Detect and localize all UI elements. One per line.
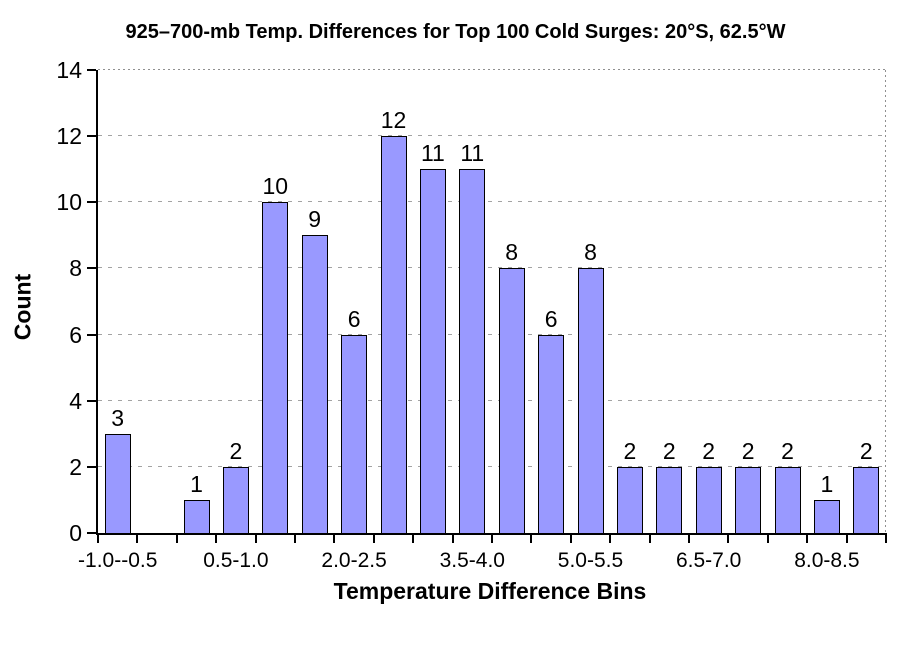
bar-value-label-12: 8 bbox=[584, 239, 597, 266]
x-tick-label-3: 3.5-4.0 bbox=[439, 549, 505, 572]
x-tick-19 bbox=[845, 533, 848, 543]
y-tick-label-10: 10 bbox=[56, 189, 82, 216]
x-axis-title: Temperature Difference Bins bbox=[333, 578, 647, 604]
bar-bin-16 bbox=[735, 466, 762, 533]
x-tick-label-6: 8.0-8.5 bbox=[794, 549, 860, 572]
bar-bin-4 bbox=[262, 202, 289, 533]
bar-value-label-0: 3 bbox=[111, 404, 125, 431]
plot-right-border bbox=[885, 70, 886, 533]
y-gridline-2 bbox=[98, 465, 886, 467]
bar-bin-17 bbox=[774, 466, 801, 533]
x-tick-label-0: -1.0--0.5 bbox=[78, 549, 158, 572]
x-tick-label-5: 6.5-7.0 bbox=[675, 549, 742, 572]
bar-bin-10 bbox=[498, 268, 525, 533]
bar-value-label-3: 2 bbox=[229, 437, 243, 464]
y-tick-8 bbox=[87, 267, 96, 270]
bar-value-label-2: 1 bbox=[190, 470, 203, 497]
x-tick-10 bbox=[491, 533, 493, 543]
bar-bin-11 bbox=[538, 334, 565, 533]
x-tick-4 bbox=[254, 533, 257, 543]
bar-value-label-16: 2 bbox=[741, 437, 755, 464]
bar-value-label-11: 6 bbox=[544, 305, 558, 332]
x-tick-1 bbox=[136, 533, 139, 543]
x-tick-7 bbox=[372, 533, 375, 543]
bar-value-label-8: 11 bbox=[420, 140, 445, 167]
y-tick-12 bbox=[87, 135, 96, 138]
y-tick-0 bbox=[87, 532, 96, 534]
bar-value-label-14: 2 bbox=[662, 437, 676, 464]
y-tick-label-2: 2 bbox=[69, 453, 82, 480]
x-tick-16 bbox=[727, 533, 730, 543]
x-tick-9 bbox=[451, 533, 454, 543]
x-tick-8 bbox=[412, 533, 415, 543]
x-tick-3 bbox=[215, 533, 218, 543]
x-tick-14 bbox=[648, 533, 651, 543]
x-tick-label-4: 5.0-5.5 bbox=[557, 549, 624, 572]
x-tick-12 bbox=[569, 533, 572, 543]
bar-bin-14 bbox=[656, 466, 683, 533]
bar-value-label-17: 2 bbox=[781, 437, 794, 464]
plot-area: 0 2 4 6 8 10 12 14 3 1 2 10 9 6 12 11 11 8 6 8 2 2 2 2 2 1 2 -1.0--… bbox=[56, 58, 887, 572]
x-tick-label-1: 0.5-1.0 bbox=[203, 549, 269, 572]
bar-bin-13 bbox=[616, 466, 643, 533]
bar-value-label-18: 1 bbox=[820, 470, 834, 497]
x-tick-2 bbox=[175, 533, 178, 543]
x-tick-6 bbox=[333, 533, 336, 543]
y-tick-4 bbox=[87, 399, 96, 402]
bar-bin-12 bbox=[577, 268, 604, 533]
y-tick-label-6: 6 bbox=[69, 321, 82, 348]
bar-bin-15 bbox=[695, 466, 722, 533]
bar-value-label-15: 2 bbox=[702, 437, 716, 464]
x-tick-15 bbox=[688, 533, 690, 543]
bar-bin-18 bbox=[813, 499, 840, 533]
bar-value-label-5: 9 bbox=[308, 206, 322, 233]
y-gridline-8 bbox=[98, 267, 886, 269]
bar-value-label-13: 2 bbox=[623, 437, 637, 464]
chart-title: 925–700-mb Temp. Differences for Top 100… bbox=[125, 21, 786, 43]
bar-value-label-6: 6 bbox=[347, 305, 361, 332]
bar-bin-19 bbox=[853, 466, 880, 533]
bar-bin-8 bbox=[419, 169, 446, 533]
bar-value-label-4: 10 bbox=[262, 173, 289, 200]
bar-bin-3 bbox=[222, 466, 249, 533]
x-tick-label-2: 2.0-2.5 bbox=[321, 549, 387, 572]
x-tick-0 bbox=[97, 533, 99, 543]
x-tick-11 bbox=[530, 533, 533, 543]
y-tick-label-12: 12 bbox=[56, 123, 82, 150]
x-tick-18 bbox=[806, 533, 809, 543]
bar-bin-6 bbox=[341, 334, 368, 533]
y-gridline-4 bbox=[98, 399, 886, 401]
bar-bin-9 bbox=[459, 169, 486, 533]
bar-value-label-19: 2 bbox=[859, 437, 873, 464]
x-tick-13 bbox=[609, 533, 612, 543]
x-tick-20 bbox=[885, 533, 887, 543]
x-tick-17 bbox=[766, 533, 769, 543]
x-tick-5 bbox=[294, 533, 296, 543]
y-gridline-14 bbox=[98, 69, 886, 70]
bar-value-label-7: 12 bbox=[380, 107, 407, 134]
y-tick-label-0: 0 bbox=[69, 520, 82, 546]
bar-bin-5 bbox=[301, 235, 328, 533]
bar-bin-2 bbox=[183, 499, 210, 533]
y-tick-label-14: 14 bbox=[56, 57, 82, 83]
bar-value-label-10: 8 bbox=[505, 239, 519, 266]
y-gridline-12 bbox=[98, 135, 886, 137]
bar-bin-7 bbox=[380, 136, 407, 533]
bar-value-label-9: 11 bbox=[460, 140, 485, 167]
y-tick-14 bbox=[87, 69, 96, 71]
y-tick-6 bbox=[87, 333, 96, 336]
y-tick-2 bbox=[87, 465, 96, 468]
y-gridline-10 bbox=[98, 201, 886, 203]
bar-bin-0 bbox=[104, 433, 131, 533]
y-tick-label-4: 4 bbox=[69, 387, 82, 414]
y-tick-10 bbox=[87, 201, 96, 204]
y-tick-label-8: 8 bbox=[69, 255, 82, 282]
y-gridline-6 bbox=[98, 333, 886, 335]
